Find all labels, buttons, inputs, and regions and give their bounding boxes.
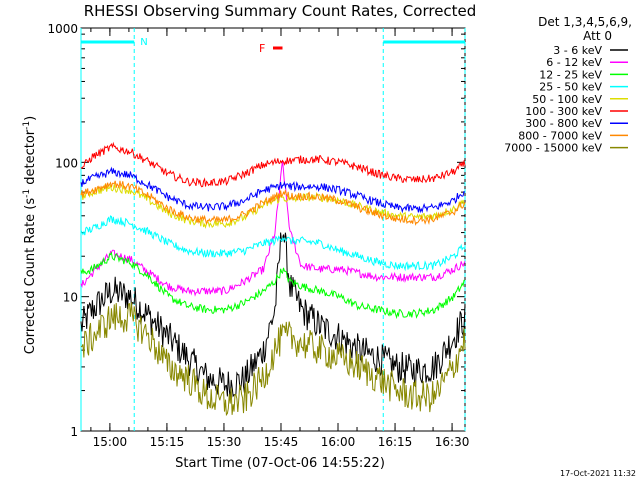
x-tick-label: 15:15 bbox=[150, 435, 185, 449]
y-tick-label: 1000 bbox=[47, 22, 78, 36]
series-line-1 bbox=[80, 232, 466, 400]
y-label-end: ) bbox=[23, 116, 38, 121]
x-tick-label: 16:30 bbox=[435, 435, 470, 449]
series-line-5 bbox=[80, 184, 466, 229]
footer-date: 17-Oct-2021 11:32 bbox=[560, 469, 636, 478]
y-axis-label: Corrected Count Rate (s-1 detector-1) bbox=[22, 116, 38, 354]
legend-label: 7000 - 15000 keV bbox=[504, 142, 602, 155]
y-label-base: Corrected Count Rate (s bbox=[23, 198, 38, 355]
legend-label: 800 - 7000 keV bbox=[518, 129, 602, 142]
y-label-sup2: -1 bbox=[22, 121, 32, 130]
series-line-6 bbox=[80, 141, 466, 188]
legend-title-line-1: Det 1,3,4,5,6,9, bbox=[538, 15, 632, 29]
series-line-3 bbox=[80, 251, 465, 320]
plot-area: 1 10 100 1000 15:00 15:15 15:30 15:45 16:00 16:15… bbox=[47, 22, 469, 449]
legend-label: 300 - 800 keV bbox=[525, 117, 602, 130]
chart-title: RHESSI Observing Summary Count Rates, Co… bbox=[84, 2, 477, 20]
y-label-sup1: -1 bbox=[22, 189, 32, 198]
night-flag-label: N bbox=[140, 37, 147, 48]
series-line-9 bbox=[80, 302, 466, 417]
legend-label: 100 - 300 keV bbox=[525, 105, 602, 118]
flare-flag-label: F bbox=[259, 42, 265, 55]
legend-title-line-2: Att 0 bbox=[583, 29, 612, 43]
x-tick-label: 16:00 bbox=[321, 435, 356, 449]
series-line-8 bbox=[80, 180, 466, 226]
legend-label: 3 - 6 keV bbox=[553, 44, 602, 57]
x-tick-label: 15:00 bbox=[93, 435, 128, 449]
series-line-2 bbox=[80, 160, 466, 297]
x-tick-label: 15:45 bbox=[264, 435, 299, 449]
legend-label: 12 - 25 keV bbox=[539, 68, 602, 81]
x-tick-label: 15:30 bbox=[207, 435, 242, 449]
y-tick-label: 100 bbox=[55, 156, 78, 170]
legend-label: 25 - 50 keV bbox=[539, 81, 602, 94]
series-line-4 bbox=[80, 215, 466, 272]
series-line-7 bbox=[80, 166, 466, 214]
legend-label: 50 - 100 keV bbox=[532, 93, 602, 106]
x-tick-label: 16:15 bbox=[378, 435, 413, 449]
legend-label: 6 - 12 keV bbox=[546, 56, 602, 69]
y-tick-label: 1 bbox=[70, 425, 78, 439]
x-axis-label: Start Time (07-Oct-06 14:55:22) bbox=[175, 456, 385, 471]
series-lines bbox=[80, 141, 466, 417]
y-tick-label: 10 bbox=[63, 291, 78, 305]
y-label-mid: detector bbox=[23, 129, 38, 189]
